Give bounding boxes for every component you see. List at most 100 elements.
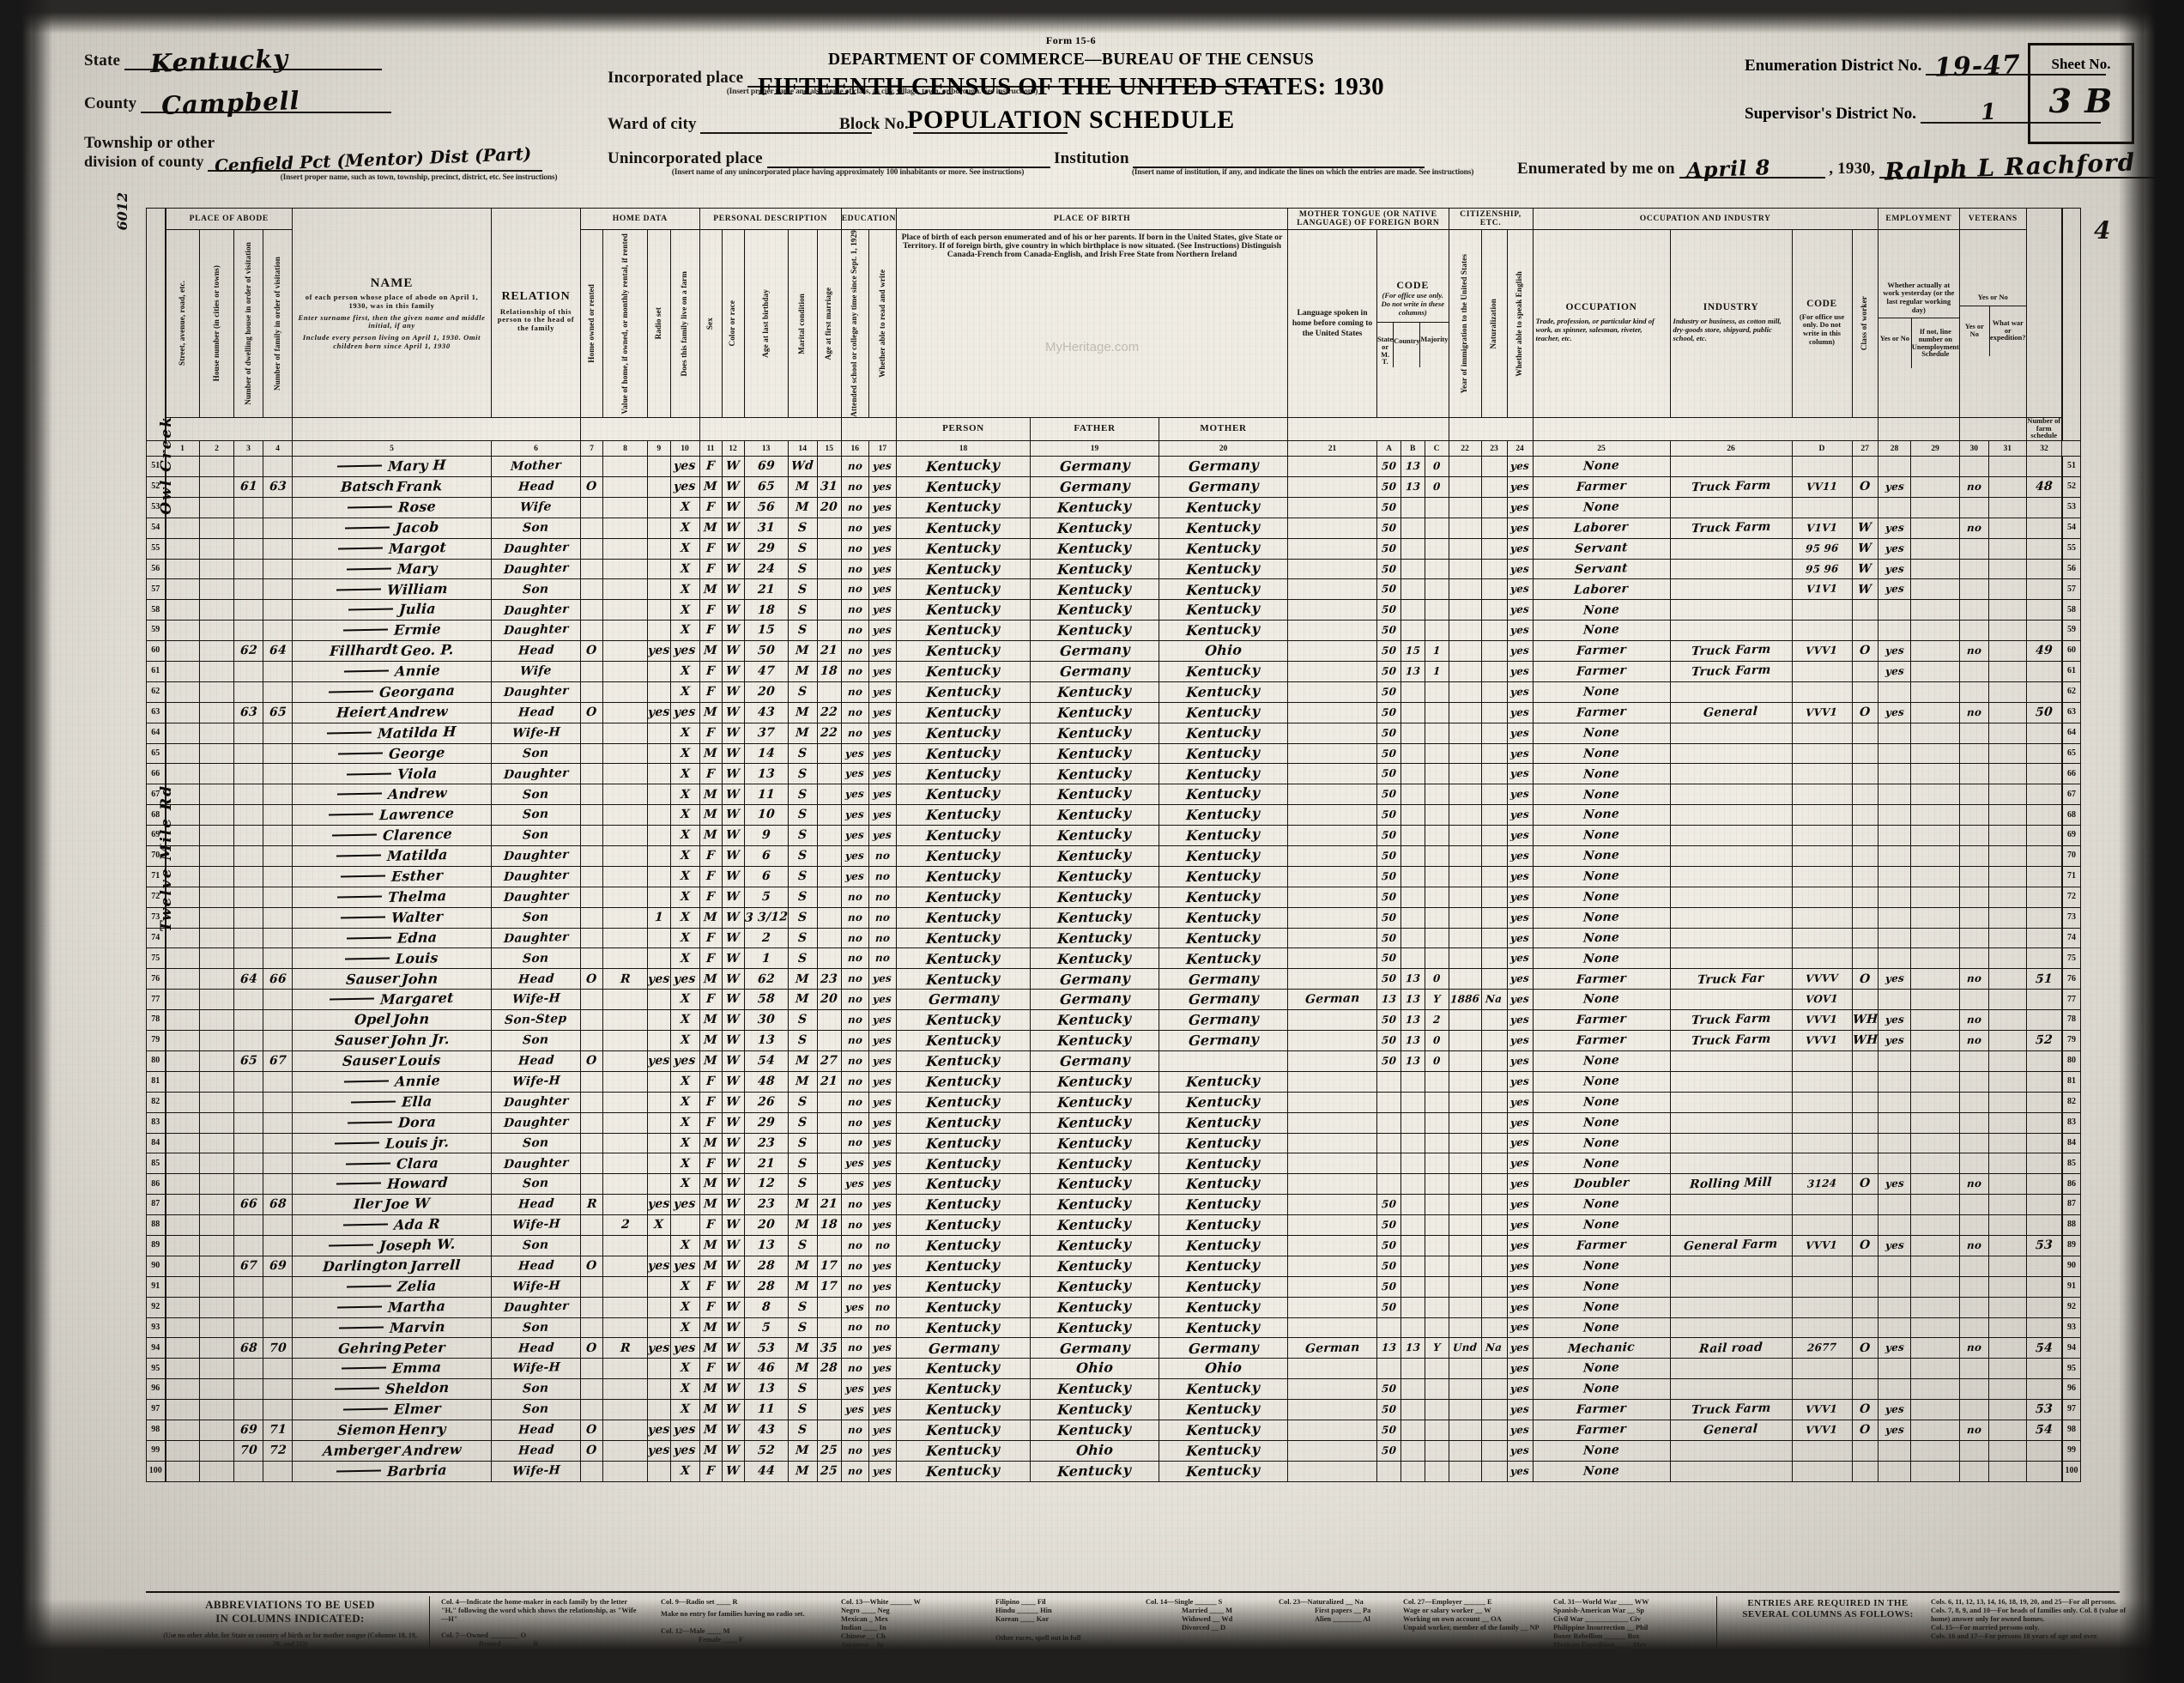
- cell-ca[interactable]: 50: [1376, 1234, 1401, 1256]
- cell-occ[interactable]: Farmer: [1532, 968, 1671, 990]
- cell-work[interactable]: yes: [1877, 1009, 1912, 1032]
- cell-family[interactable]: [263, 886, 293, 908]
- cell-work[interactable]: [1877, 1460, 1912, 1482]
- cell-vet[interactable]: [1958, 1111, 1989, 1134]
- cell-work[interactable]: [1877, 681, 1912, 703]
- cell-father[interactable]: Kentucky: [1030, 620, 1160, 642]
- cell-sex[interactable]: M: [699, 1419, 723, 1441]
- cell-value[interactable]: [602, 578, 648, 601]
- cell-work[interactable]: [1877, 1358, 1912, 1380]
- cell-relation[interactable]: Head: [491, 1419, 581, 1441]
- cell-farmsch[interactable]: [2025, 947, 2063, 970]
- cell-icode[interactable]: [1791, 804, 1853, 826]
- cell-literate[interactable]: no: [868, 1234, 898, 1256]
- cell-cls[interactable]: WH: [1851, 1030, 1878, 1051]
- cell-eng[interactable]: yes: [1506, 558, 1534, 580]
- cell-work[interactable]: [1877, 496, 1912, 518]
- cell-mother[interactable]: [1159, 1050, 1289, 1072]
- cell-radio[interactable]: [647, 1111, 671, 1134]
- cell-color[interactable]: W: [721, 947, 745, 970]
- cell-lang[interactable]: [1287, 804, 1378, 826]
- cell-cb[interactable]: [1400, 825, 1425, 847]
- cell-vet[interactable]: [1958, 845, 1989, 867]
- cell-sex[interactable]: M: [699, 1255, 723, 1277]
- cell-relation[interactable]: Daughter: [491, 1296, 581, 1318]
- cell-street[interactable]: [165, 1070, 200, 1093]
- cell-farmsch[interactable]: 49: [2025, 640, 2063, 663]
- cell-age[interactable]: 52: [743, 1439, 789, 1462]
- cell-vet[interactable]: [1958, 1358, 1989, 1380]
- cell-pob[interactable]: Kentucky: [896, 681, 1032, 703]
- cell-cc[interactable]: Y: [1424, 1337, 1449, 1359]
- cell-natur[interactable]: [1480, 456, 1508, 477]
- cell-occ[interactable]: None: [1532, 927, 1671, 949]
- cell-cls[interactable]: O: [1851, 1173, 1878, 1196]
- cell-dwelling[interactable]: [233, 1460, 263, 1482]
- cell-unemp[interactable]: [1910, 578, 1960, 601]
- cell-own[interactable]: [580, 578, 603, 601]
- cell-father[interactable]: Germany: [1030, 1337, 1160, 1359]
- cell-ind[interactable]: [1669, 1091, 1793, 1113]
- cell-occ[interactable]: None: [1532, 989, 1671, 1011]
- cell-cc[interactable]: Y: [1424, 989, 1449, 1011]
- cell-house[interactable]: [199, 476, 234, 498]
- cell-radio[interactable]: [647, 661, 671, 682]
- cell-work[interactable]: [1877, 1070, 1912, 1093]
- cell-mother[interactable]: Kentucky: [1159, 681, 1289, 703]
- cell-pob[interactable]: Kentucky: [896, 496, 1032, 518]
- cell-own[interactable]: [580, 1378, 603, 1401]
- cell-cc[interactable]: [1424, 517, 1449, 539]
- cell-work[interactable]: yes: [1877, 1030, 1912, 1051]
- cell-ca[interactable]: 50: [1376, 661, 1401, 682]
- cell-color[interactable]: W: [721, 742, 745, 765]
- cell-ind[interactable]: [1669, 1255, 1793, 1277]
- cell-cc[interactable]: 1: [1424, 640, 1449, 663]
- cell-pob[interactable]: Kentucky: [896, 517, 1032, 539]
- cell-ind[interactable]: Truck Farm: [1669, 1009, 1793, 1032]
- cell-lang[interactable]: [1287, 763, 1378, 785]
- cell-occ[interactable]: None: [1532, 886, 1671, 908]
- cell-street[interactable]: [165, 1194, 200, 1216]
- cell-school[interactable]: yes: [840, 1173, 869, 1196]
- cell-pob[interactable]: Kentucky: [896, 701, 1032, 723]
- cell-cc[interactable]: [1424, 1358, 1449, 1380]
- cell-literate[interactable]: yes: [868, 1173, 898, 1196]
- cell-house[interactable]: [199, 947, 234, 970]
- cell-color[interactable]: W: [721, 989, 745, 1011]
- cell-lang[interactable]: [1287, 517, 1378, 539]
- cell-cc[interactable]: [1424, 886, 1449, 908]
- cell-father[interactable]: Kentucky: [1030, 1194, 1160, 1216]
- cell-dwelling[interactable]: [233, 989, 263, 1011]
- state-field[interactable]: State Kentucky: [84, 44, 382, 78]
- cell-unemp[interactable]: [1910, 1275, 1960, 1298]
- cell-cc[interactable]: [1424, 1399, 1449, 1420]
- cell-cc[interactable]: [1424, 1194, 1449, 1216]
- cell-color[interactable]: W: [721, 1317, 745, 1339]
- cell-war[interactable]: [1987, 947, 2027, 970]
- cell-farmsch[interactable]: [2025, 906, 2063, 929]
- cell-marital[interactable]: M: [787, 1070, 818, 1093]
- cell-dwelling[interactable]: [233, 1070, 263, 1093]
- cell-cb[interactable]: [1400, 1070, 1425, 1093]
- cell-father[interactable]: Germany: [1030, 989, 1160, 1011]
- cell-pob[interactable]: Kentucky: [896, 537, 1032, 560]
- cell-work[interactable]: [1877, 886, 1912, 908]
- cell-eng[interactable]: yes: [1506, 1255, 1534, 1277]
- cell-icode[interactable]: 95 96: [1791, 558, 1853, 580]
- cell-radio[interactable]: [647, 1399, 671, 1420]
- cell-unemp[interactable]: [1910, 1378, 1960, 1401]
- cell-lang[interactable]: [1287, 784, 1378, 806]
- cell-vet[interactable]: [1958, 1399, 1989, 1420]
- cell-pob[interactable]: Kentucky: [896, 1399, 1032, 1420]
- cell-school[interactable]: no: [840, 1030, 869, 1051]
- cell-family[interactable]: [263, 947, 293, 970]
- cell-natur[interactable]: [1480, 578, 1508, 601]
- cell-cb[interactable]: [1400, 496, 1425, 518]
- cell-immig[interactable]: [1448, 1317, 1482, 1339]
- cell-immig[interactable]: [1448, 701, 1482, 723]
- cell-ind[interactable]: [1669, 1275, 1793, 1298]
- cell-sex[interactable]: F: [699, 1091, 723, 1113]
- cell-farmsch[interactable]: [2025, 1173, 2063, 1196]
- cell-father[interactable]: Kentucky: [1030, 537, 1160, 560]
- cell-vet[interactable]: [1958, 681, 1989, 703]
